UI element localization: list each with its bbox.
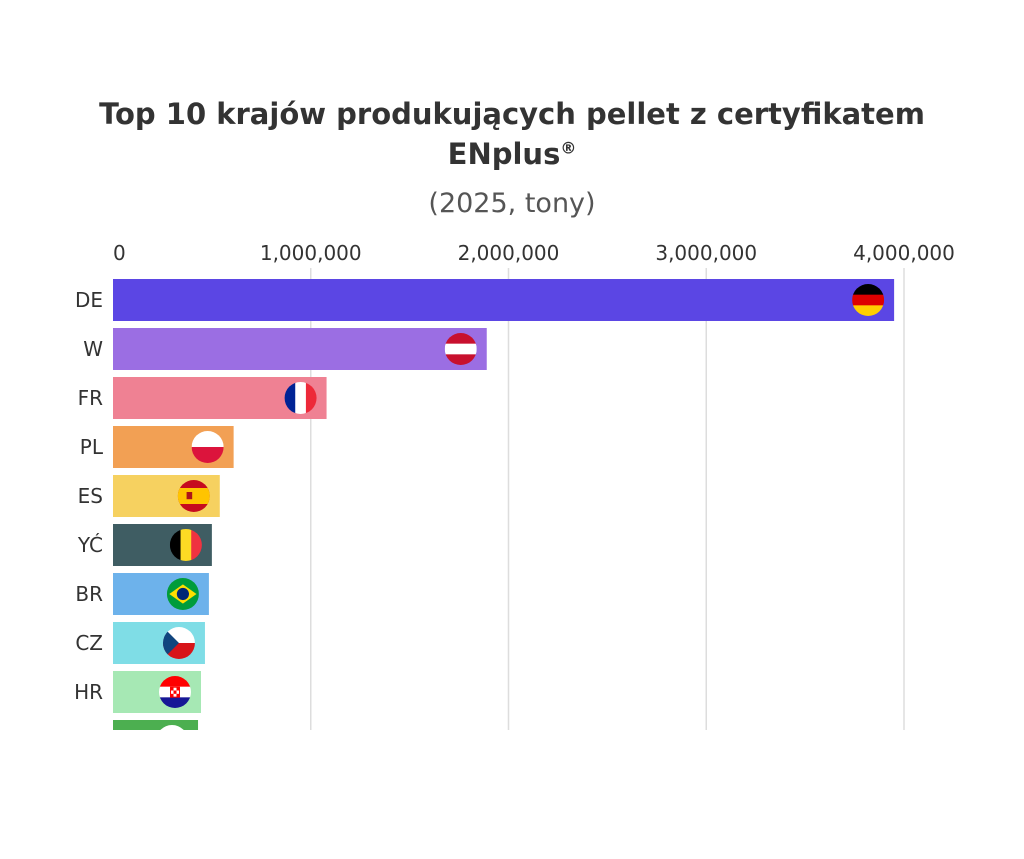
x-tick-label: 2,000,000	[458, 241, 560, 265]
x-tick-label: 3,000,000	[655, 241, 757, 265]
chart-title-line-2: ENplus	[447, 137, 561, 171]
poland-flag-icon	[191, 431, 224, 463]
bars	[113, 279, 895, 730]
croatia-flag-icon	[158, 676, 191, 708]
category-label: FR	[78, 386, 104, 410]
registered-mark: ®	[560, 138, 577, 158]
spain-flag-icon	[177, 480, 210, 512]
chart-subtitle: (2025, tony)	[428, 188, 596, 219]
category-label: ES	[78, 484, 103, 508]
category-labels: DE W FR PL ES YĆ BR CZ HR	[74, 288, 104, 704]
category-label: CZ	[75, 631, 103, 655]
germany-flag-icon	[852, 284, 885, 316]
category-label: PL	[80, 435, 104, 459]
chart-title-line-1: Top 10 krajów produkujących pellet z cer…	[99, 97, 925, 131]
austria-flag-icon	[444, 333, 477, 365]
x-tick-label: 1,000,000	[260, 241, 362, 265]
gridlines	[310, 268, 905, 730]
bar	[113, 328, 487, 370]
category-label: HR	[74, 680, 103, 704]
bar	[113, 720, 199, 730]
bar	[113, 279, 895, 321]
category-label: W	[83, 337, 103, 361]
czech-flag-icon	[162, 627, 195, 659]
brazil-flag-icon	[166, 578, 199, 610]
category-label: DE	[75, 288, 103, 312]
flag-icon	[156, 725, 189, 730]
category-label: YĆ	[77, 533, 103, 557]
belgium-flag-icon	[169, 529, 202, 561]
x-tick-label: 4,000,000	[853, 241, 955, 265]
chart-title: Top 10 krajów produkujących pellet z cer…	[0, 94, 1024, 174]
x-tick-label: 0	[113, 241, 126, 265]
france-flag-icon	[284, 382, 317, 414]
category-label: BR	[75, 582, 103, 606]
x-axis-ticks: 0 1,000,000 2,000,000 3,000,000 4,000,000	[113, 241, 955, 265]
